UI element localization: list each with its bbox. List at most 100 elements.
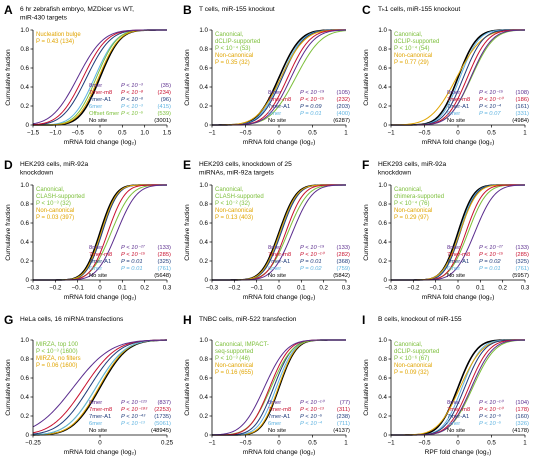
legend-p-value: P < 10⁻⁵ xyxy=(479,420,502,427)
legend-count: (105) xyxy=(336,90,350,96)
legend-name: No site xyxy=(89,118,107,124)
x-tick-label: −0.25 xyxy=(25,440,41,447)
legend-p-value: P = 0.09 xyxy=(300,104,322,110)
x-tick-label: 0.5 xyxy=(308,130,317,137)
legend-count: (203) xyxy=(336,104,350,110)
x-tick-label: −0.5 xyxy=(239,130,252,137)
legend-name: 8mer xyxy=(447,400,460,406)
legend-p-value: P < 10⁻¹⁵ xyxy=(479,251,504,258)
y-tick-label: 0.4 xyxy=(378,84,387,91)
x-axis-label: mRNA fold change (log₂) xyxy=(64,449,137,456)
legend-name: 7mer-A1 xyxy=(268,259,290,265)
panel-a: A 6 hr zebrafish embryo, MZDicer vs WT, mi… xyxy=(4,3,172,146)
legend-name: 8mer xyxy=(89,245,102,251)
y-tick-label: 0.8 xyxy=(378,46,387,53)
panel-h: H TNBC cells, miR-522 transfection 0 0.2 0.4… xyxy=(183,313,350,456)
panel-title: knockdown xyxy=(20,170,53,177)
legend-count: (1735) xyxy=(154,414,171,420)
legend-name: 6mer xyxy=(447,266,460,272)
panel-letter: E xyxy=(183,158,191,172)
y-tick-label: 0.6 xyxy=(199,65,208,72)
upper-legend-text: P = 0.77 (29) xyxy=(394,60,429,66)
y-tick-label: 0.6 xyxy=(378,65,387,72)
x-tick-label: −0.2 xyxy=(407,285,420,292)
y-tick-label: 0.2 xyxy=(378,413,387,420)
x-tick-label: 0.3 xyxy=(521,285,530,292)
upper-legend-text: Canonical, xyxy=(215,32,244,38)
y-axis-label: Cumulative fraction xyxy=(363,204,370,261)
y-tick-label: 0.6 xyxy=(199,220,208,227)
legend-name: 6mer xyxy=(268,421,281,427)
panel-title: 6 hr zebrafish embryo, MZDicer vs WT, xyxy=(20,6,134,13)
legend-name: 6mer xyxy=(89,421,102,427)
upper-legend-text: Canonical, xyxy=(36,187,65,193)
legend-name: No site xyxy=(447,428,465,434)
legend-count: (325) xyxy=(157,259,171,265)
x-axis-label: mRNA fold change (log₂) xyxy=(243,449,316,456)
panel-title: HEK293 cells, miR-92a xyxy=(20,161,88,168)
legend-name: 7mer-A1 xyxy=(447,259,469,265)
legend-p-value: P < 10⁻⁴ xyxy=(300,420,323,427)
series-line xyxy=(32,339,168,436)
legend-p-value: P < 10⁻¹³ xyxy=(121,421,146,427)
upper-legend-text: Non-canonical xyxy=(215,208,253,214)
legend-p-value: P < 10⁻¹⁰ xyxy=(300,251,326,258)
x-axis-label: RPF fold change (log₂) xyxy=(425,449,492,456)
legend-name: 8mer xyxy=(268,90,281,96)
legend-count: (2253) xyxy=(154,407,171,413)
upper-legend-text: MIRZA, no filters xyxy=(36,356,81,362)
y-tick-label: 0.8 xyxy=(378,356,387,363)
y-tick-label: 0.6 xyxy=(20,65,29,72)
legend-count: (325) xyxy=(515,259,529,265)
legend-count: (186) xyxy=(515,97,529,103)
legend-p-value: P < 10⁻¹⁰ xyxy=(479,399,505,406)
y-tick-label: 0 xyxy=(205,432,209,439)
legend-name: No site xyxy=(89,428,107,434)
x-tick-label: −0.1 xyxy=(430,285,443,292)
x-tick-label: −0.2 xyxy=(228,285,241,292)
legend-p-value: P < 10⁻¹⁵ xyxy=(121,251,146,258)
upper-legend-text: Non-canonical xyxy=(394,363,432,369)
legend-p-value: P = 0.01 xyxy=(300,111,322,117)
y-tick-label: 0 xyxy=(26,122,30,129)
y-tick-label: 0.2 xyxy=(199,103,208,110)
upper-legend-text: P < 10⁻³ (32) xyxy=(36,201,71,207)
x-tick-label: −0.3 xyxy=(206,285,219,292)
legend-count: (48945) xyxy=(151,428,171,434)
x-tick-label: 0.5 xyxy=(487,130,496,137)
y-axis-label: Cumulative fraction xyxy=(5,204,12,261)
legend-name: 7mer-m8 xyxy=(447,407,470,413)
legend-count: (331) xyxy=(515,111,529,117)
legend-p-value: P = 0.01 xyxy=(121,266,143,272)
upper-legend-text: Non-canonical xyxy=(394,53,432,59)
x-tick-label: 0.1 xyxy=(118,285,127,292)
x-tick-label: 0.25 xyxy=(161,440,174,447)
legend-name: 7mer-A1 xyxy=(89,414,111,420)
legend-p-value: P < 10⁻³ xyxy=(121,104,144,110)
x-tick-label: 0 xyxy=(456,130,460,137)
y-tick-label: 1.0 xyxy=(199,337,208,344)
legend-count: (234) xyxy=(157,90,171,96)
legend-count: (311) xyxy=(337,407,350,413)
y-tick-label: 0.4 xyxy=(20,84,29,91)
legend-p-value: P = 0.01 xyxy=(300,259,322,265)
legend-p-value: P < 10⁻¹⁵ xyxy=(300,96,325,103)
legend-count: (5842) xyxy=(333,273,350,279)
y-tick-label: 1.0 xyxy=(20,182,29,189)
legend-p-value: P = 0.01 xyxy=(479,266,501,272)
y-tick-label: 0.2 xyxy=(378,258,387,265)
x-tick-label: 1 xyxy=(344,440,348,447)
x-axis-label: mRNA fold change (log₂) xyxy=(243,294,316,301)
upper-legend-text: Nucleation bulge xyxy=(36,32,81,38)
legend-count: (6287) xyxy=(333,118,350,124)
legend-p-value: P < 10⁻⁴ xyxy=(479,103,502,110)
panel-letter: D xyxy=(4,158,13,172)
panel-title: HEK293 cells, knockdown of 25 xyxy=(199,161,292,168)
legend-name: No site xyxy=(447,273,465,279)
x-tick-label: −0.2 xyxy=(49,285,62,292)
x-tick-label: 0.5 xyxy=(308,440,317,447)
x-tick-label: 0.3 xyxy=(163,285,172,292)
upper-legend-text: dCLIP-supported xyxy=(215,39,260,45)
upper-legend-text: Canonical, xyxy=(394,32,423,38)
legend-name: 7mer-m8 xyxy=(268,97,291,103)
